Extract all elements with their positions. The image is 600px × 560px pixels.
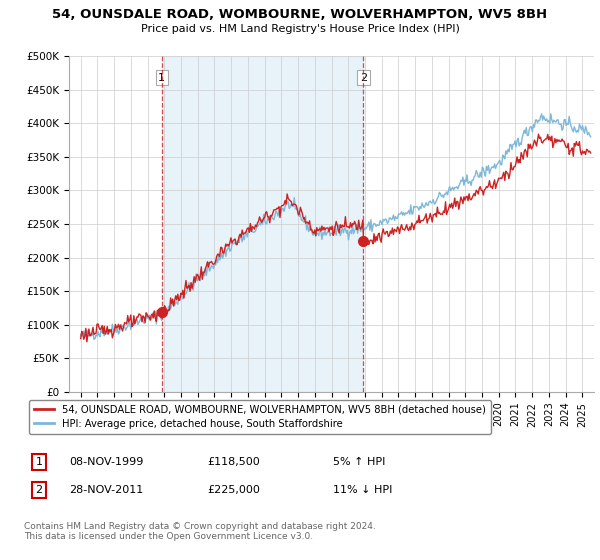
Text: 28-NOV-2011: 28-NOV-2011 <box>69 485 143 495</box>
Text: Price paid vs. HM Land Registry's House Price Index (HPI): Price paid vs. HM Land Registry's House … <box>140 24 460 34</box>
Text: 5% ↑ HPI: 5% ↑ HPI <box>333 457 385 467</box>
Text: 08-NOV-1999: 08-NOV-1999 <box>69 457 143 467</box>
Text: 2: 2 <box>360 72 367 82</box>
Legend: 54, OUNSDALE ROAD, WOMBOURNE, WOLVERHAMPTON, WV5 8BH (detached house), HPI: Aver: 54, OUNSDALE ROAD, WOMBOURNE, WOLVERHAMP… <box>29 400 491 434</box>
Text: 1: 1 <box>158 72 165 82</box>
Text: 11% ↓ HPI: 11% ↓ HPI <box>333 485 392 495</box>
Text: Contains HM Land Registry data © Crown copyright and database right 2024.
This d: Contains HM Land Registry data © Crown c… <box>24 522 376 542</box>
Text: £118,500: £118,500 <box>207 457 260 467</box>
Text: 54, OUNSDALE ROAD, WOMBOURNE, WOLVERHAMPTON, WV5 8BH: 54, OUNSDALE ROAD, WOMBOURNE, WOLVERHAMP… <box>52 8 548 21</box>
Text: £225,000: £225,000 <box>207 485 260 495</box>
Text: 2: 2 <box>35 485 43 495</box>
Text: 1: 1 <box>35 457 43 467</box>
